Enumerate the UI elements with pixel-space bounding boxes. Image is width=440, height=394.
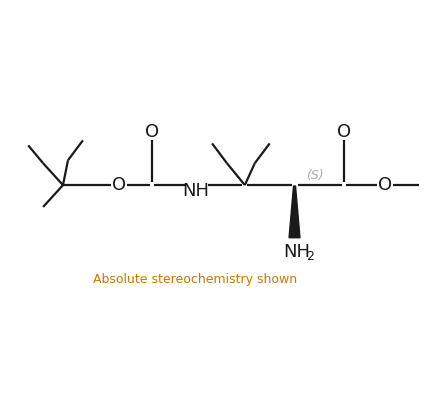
Text: 2: 2 <box>307 250 314 263</box>
Text: O: O <box>337 123 351 141</box>
Text: (S): (S) <box>306 169 323 182</box>
Text: Absolute stereochemistry shown: Absolute stereochemistry shown <box>93 273 297 286</box>
Text: O: O <box>112 176 126 194</box>
Text: NH: NH <box>283 243 310 260</box>
Polygon shape <box>289 186 300 238</box>
Text: O: O <box>145 123 159 141</box>
Text: O: O <box>378 176 392 194</box>
Text: NH: NH <box>183 182 209 200</box>
